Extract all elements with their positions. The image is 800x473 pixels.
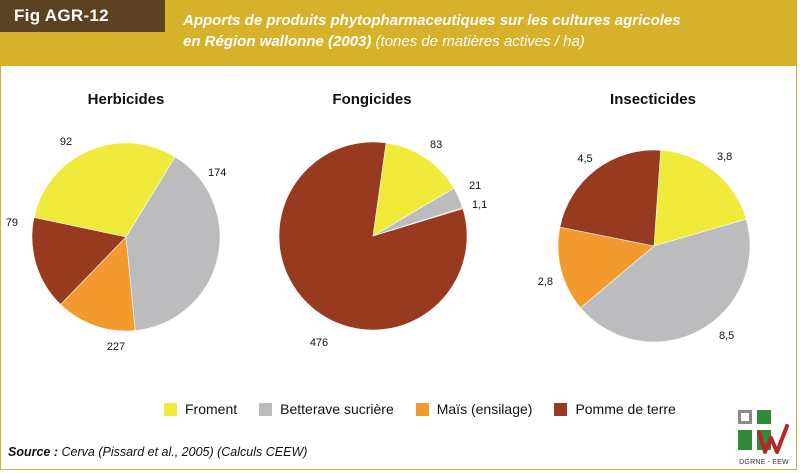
legend-label-pomme-de-terre: Pomme de terre xyxy=(575,401,676,417)
source-note: Source : Cerva (Pissard et al., 2005) (C… xyxy=(8,445,307,459)
legend: Froment Betterave sucrière Maïs (ensilag… xyxy=(164,400,698,418)
dgrne-eew-logo xyxy=(738,410,789,454)
logo-text: DGRNE - EEW xyxy=(739,459,789,466)
slice-label-insecticides-betterave: 8,5 xyxy=(719,330,734,342)
slice-label-fongicides-betterave: 21 xyxy=(469,180,481,192)
legend-label-betterave: Betterave sucrière xyxy=(280,401,394,417)
legend-item-mais: Maïs (ensilage) xyxy=(415,401,533,417)
slice-label-herbicides-mais: 79 xyxy=(6,217,18,229)
legend-swatch-mais xyxy=(415,402,429,416)
slice-label-fongicides-froment: 83 xyxy=(430,139,442,151)
pie-slice-insecticides-pomme-de-terre xyxy=(559,149,662,247)
source-label: Source : xyxy=(8,445,59,459)
figure-tag: Fig AGR-12 xyxy=(0,0,165,32)
title-line-2-text: en Région wallonne (2003) xyxy=(183,33,372,50)
figure-title: Apports de produits phytopharmaceutiques… xyxy=(183,10,783,52)
slice-label-herbicides-pomme-de-terre: 92 xyxy=(60,136,72,148)
figure-header: Fig AGR-12 Apports de produits phytophar… xyxy=(0,0,797,66)
pie-slice-herbicides-betterave xyxy=(125,156,221,331)
pie-slice-herbicides-pomme-de-terre xyxy=(31,217,127,305)
pie-slice-fongicides-pomme-de-terre xyxy=(278,141,468,331)
chart-title-fongicides: Fongicides xyxy=(332,91,412,108)
chart-title-herbicides: Herbicides xyxy=(87,91,165,108)
chart-title-insecticides: Insecticides xyxy=(610,91,696,108)
title-line-1: Apports de produits phytopharmaceutiques… xyxy=(183,12,681,29)
pie-slice-herbicides-mais xyxy=(60,236,136,332)
legend-swatch-betterave xyxy=(259,402,273,416)
slice-label-fongicides-mais: 1,1 xyxy=(472,199,487,211)
pie-slice-herbicides-froment xyxy=(33,142,176,238)
slice-label-insecticides-pomme-de-terre: 4,5 xyxy=(577,153,592,165)
legend-swatch-pomme-de-terre xyxy=(554,402,568,416)
pie-slice-insecticides-mais xyxy=(557,226,655,309)
legend-item-pomme-de-terre: Pomme de terre xyxy=(554,401,676,417)
slice-label-herbicides-betterave: 227 xyxy=(107,341,125,353)
title-unit: (tones de matières actives / ha) xyxy=(375,33,585,50)
legend-label-froment: Froment xyxy=(185,401,238,417)
pie-slice-insecticides-betterave xyxy=(580,218,751,343)
pie-slice-fongicides-froment xyxy=(372,142,455,237)
slice-label-herbicides-froment: 174 xyxy=(208,167,226,179)
legend-item-betterave: Betterave sucrière xyxy=(259,401,394,417)
title-line-2: en Région wallonne (2003) (tones de mati… xyxy=(183,31,783,52)
legend-swatch-froment xyxy=(164,402,177,416)
slice-label-insecticides-mais: 2,8 xyxy=(538,276,553,288)
legend-item-froment: Froment xyxy=(164,401,237,417)
pie-slice-insecticides-froment xyxy=(653,149,747,247)
source-text: Cerva (Pissard et al., 2005) (Calculs CE… xyxy=(61,445,308,459)
slice-label-insecticides-froment: 3,8 xyxy=(717,151,732,163)
legend-label-mais: Maïs (ensilage) xyxy=(436,401,533,417)
slice-label-fongicides-pomme-de-terre: 476 xyxy=(310,337,328,349)
